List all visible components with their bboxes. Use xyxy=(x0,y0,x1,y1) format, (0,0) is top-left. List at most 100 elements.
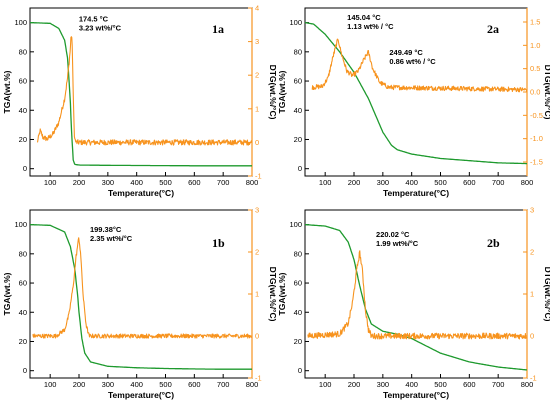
y-left-tick-label: 0 xyxy=(298,164,302,173)
y-right-axis-title: DTG(wt.%/°C) xyxy=(543,267,550,322)
x-tick-label: 400 xyxy=(130,380,143,389)
y-right-tick-label: 4 xyxy=(255,4,259,13)
x-axis-title: Temperature(°C) xyxy=(383,188,449,198)
y-left-tick-label: 20 xyxy=(294,337,302,346)
y-left-axis-title: TGA(wt.%) xyxy=(2,70,12,113)
y-left-tick-label: 0 xyxy=(298,366,302,375)
panel-label: 1a xyxy=(212,22,224,36)
x-tick-label: 100 xyxy=(319,178,332,187)
y-left-tick-label: 0 xyxy=(23,164,27,173)
x-tick-label: 600 xyxy=(463,380,476,389)
y-left-tick-label: 60 xyxy=(294,279,302,288)
y-left-tick-label: 20 xyxy=(19,337,27,346)
y-left-tick-label: 0 xyxy=(23,366,27,375)
y-left-tick-label: 80 xyxy=(19,47,27,56)
x-tick-label: 700 xyxy=(217,380,230,389)
x-tick-label: 500 xyxy=(159,178,172,187)
x-tick-label: 400 xyxy=(405,178,418,187)
peak-annotation: 220.02 °C xyxy=(376,230,410,239)
y-right-tick-label: 1.5 xyxy=(530,18,540,27)
panel-label: 1b xyxy=(212,236,225,250)
x-axis-title: Temperature(°C) xyxy=(108,390,174,400)
y-right-tick-label: -1 xyxy=(255,374,262,383)
y-right-axis-title: DTG(wt.%/°C) xyxy=(543,65,550,120)
y-right-tick-label: -0.5 xyxy=(530,111,543,120)
x-tick-label: 400 xyxy=(405,380,418,389)
chart-panel-2b: 100 200 300 400 500 600 700 800 0 20 40 60 80 100 -1 0 1… xyxy=(277,206,550,401)
y-right-tick-label: 2 xyxy=(255,248,259,257)
y-right-tick-label: 0 xyxy=(255,332,259,341)
y-left-tick-label: 40 xyxy=(19,308,27,317)
y-left-tick-label: 100 xyxy=(289,220,302,229)
x-tick-label: 800 xyxy=(521,380,534,389)
peak-annotation: 174.5 °C xyxy=(79,14,109,23)
x-tick-label: 600 xyxy=(188,380,201,389)
y-right-tick-label: -1 xyxy=(530,374,537,383)
y-right-tick-label: 1 xyxy=(530,290,534,299)
x-tick-label: 500 xyxy=(159,380,172,389)
x-tick-label: 200 xyxy=(348,380,361,389)
chart-panel-1a: 100 200 300 400 500 600 700 800 0 20 40 60 80 100 -1 0 1… xyxy=(2,4,278,199)
y-left-tick-label: 100 xyxy=(289,18,302,27)
x-tick-label: 400 xyxy=(130,178,143,187)
y-left-tick-label: 80 xyxy=(19,249,27,258)
peak-annotation: 1.13 wt% / °C xyxy=(347,22,394,31)
y-right-tick-label: 1 xyxy=(255,290,259,299)
y-left-tick-label: 60 xyxy=(294,77,302,86)
tga-series-line xyxy=(305,223,527,371)
y-left-tick-label: 60 xyxy=(19,279,27,288)
x-tick-label: 700 xyxy=(492,380,505,389)
y-right-tick-label: 2 xyxy=(255,71,259,80)
x-tick-label: 800 xyxy=(246,380,259,389)
x-axis-title: Temperature(°C) xyxy=(108,188,174,198)
peak-annotation: 145.04 °C xyxy=(347,13,381,22)
x-tick-label: 300 xyxy=(377,380,390,389)
x-tick-label: 600 xyxy=(463,178,476,187)
x-tick-label: 800 xyxy=(521,178,534,187)
x-tick-label: 300 xyxy=(102,178,115,187)
y-left-axis-title: TGA(wt.%) xyxy=(277,70,287,113)
x-tick-label: 100 xyxy=(319,380,332,389)
peak-annotation: 199.38°C xyxy=(90,225,122,234)
y-left-tick-label: 80 xyxy=(294,249,302,258)
y-left-tick-label: 20 xyxy=(19,135,27,144)
y-right-tick-label: -1.0 xyxy=(530,134,543,143)
peak-annotation: 249.49 °C xyxy=(389,48,423,57)
dtg-series-line xyxy=(311,38,527,93)
x-tick-label: 200 xyxy=(73,178,86,187)
y-left-axis-title: TGA(wt.%) xyxy=(2,272,12,315)
tga-series-line xyxy=(30,223,252,370)
y-left-tick-label: 80 xyxy=(294,47,302,56)
x-tick-label: 300 xyxy=(102,380,115,389)
x-tick-label: 500 xyxy=(434,178,447,187)
y-left-tick-label: 100 xyxy=(14,220,27,229)
peak-annotation: 0.86 wt% / °C xyxy=(389,57,436,66)
y-right-axis-title: DTG(wt.%/°C) xyxy=(268,65,278,120)
panel-label: 2a xyxy=(487,22,499,36)
chart-panel-1b: 100 200 300 400 500 600 700 800 0 20 40 60 80 100 -1 0 1… xyxy=(2,206,278,401)
panel-label: 2b xyxy=(487,236,500,250)
chart-panel-2a: 100 200 300 400 500 600 700 800 0 20 40 60 80 100 -1.5… xyxy=(277,7,550,198)
x-tick-label: 200 xyxy=(348,178,361,187)
x-tick-label: 600 xyxy=(188,178,201,187)
y-right-tick-label: 0.0 xyxy=(530,88,540,97)
y-right-tick-label: 0.5 xyxy=(530,64,540,73)
y-right-tick-label: 0 xyxy=(255,138,259,147)
y-left-tick-label: 40 xyxy=(294,308,302,317)
y-left-tick-label: 100 xyxy=(14,18,27,27)
y-left-tick-label: 20 xyxy=(294,135,302,144)
y-left-tick-label: 40 xyxy=(19,106,27,115)
y-right-tick-label: 2 xyxy=(530,248,534,257)
x-tick-label: 700 xyxy=(217,178,230,187)
x-axis-title: Temperature(°C) xyxy=(383,390,449,400)
peak-annotation: 1.99 wt%/°C xyxy=(376,239,419,248)
y-right-tick-label: 3 xyxy=(255,37,259,46)
x-tick-label: 500 xyxy=(434,380,447,389)
x-tick-label: 100 xyxy=(44,178,57,187)
peak-annotation: 2.35 wt%/°C xyxy=(90,234,133,243)
x-tick-label: 800 xyxy=(246,178,259,187)
y-left-tick-label: 60 xyxy=(19,77,27,86)
y-right-tick-label: 0 xyxy=(530,332,534,341)
y-right-tick-label: -1.5 xyxy=(530,158,543,167)
